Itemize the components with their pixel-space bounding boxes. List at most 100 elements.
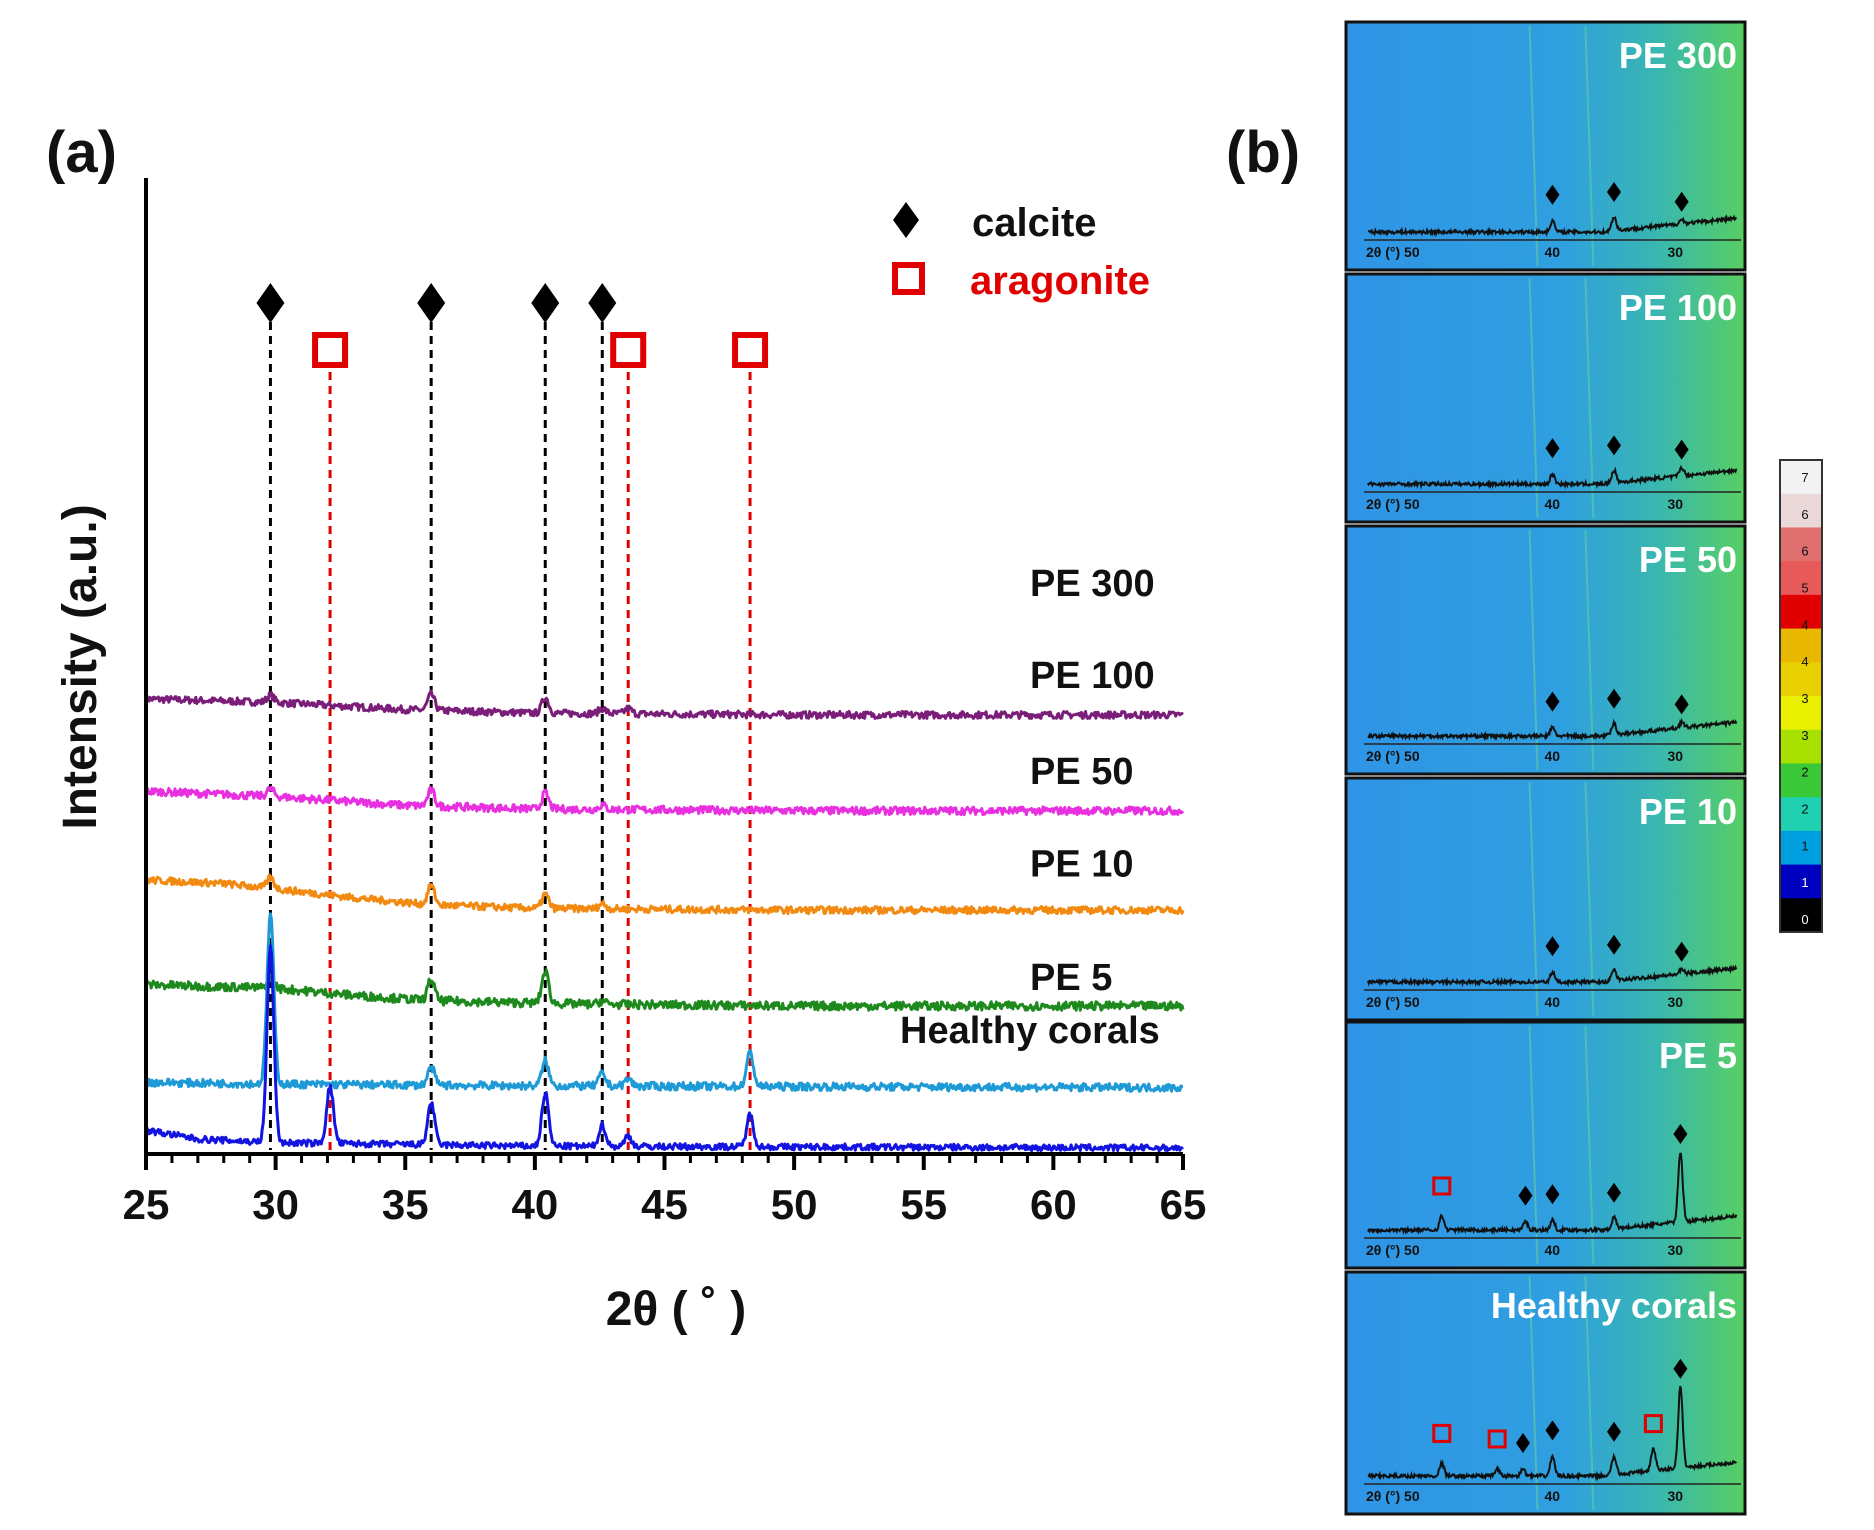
pattern-series xyxy=(144,689,1185,1153)
series-line xyxy=(144,944,1184,1153)
diffraction-ring xyxy=(1584,1025,1595,1265)
subplot-pattern-line xyxy=(1367,964,1738,988)
subplot-title: Healthy corals xyxy=(1491,1285,1737,1326)
colorbar-segment xyxy=(1780,898,1822,933)
series-line xyxy=(144,873,1185,916)
subplot-title: PE 100 xyxy=(1619,287,1737,328)
panel-b-subplot: PE 100 2θ (°) 50 40 30 xyxy=(1344,272,1747,524)
calcite-peak-marker xyxy=(256,283,285,323)
subplot-tick-label: 2θ (°) 50 xyxy=(1366,994,1420,1010)
aragonite-peak-marker xyxy=(1432,1423,1452,1443)
subplot-tick-label: 30 xyxy=(1668,994,1684,1010)
colorbar-segment xyxy=(1780,864,1822,899)
series-label: PE 50 xyxy=(1030,751,1134,793)
colorbar-segment xyxy=(1780,797,1822,832)
x-tick-label: 55 xyxy=(900,1181,947,1228)
x-tick-label: 50 xyxy=(771,1181,818,1228)
aragonite-peak-marker xyxy=(312,332,349,368)
detector-image xyxy=(1344,272,1747,524)
detector-image xyxy=(1344,20,1747,272)
calcite-peak-marker xyxy=(417,283,446,323)
subplot-tick-label: 2θ (°) 50 xyxy=(1366,1488,1420,1504)
calcite-peak-marker xyxy=(1674,941,1689,962)
colorbar-label: 1 xyxy=(1801,838,1808,853)
calcite-peak-marker xyxy=(1518,1185,1533,1206)
subplot-tick-label: 40 xyxy=(1545,748,1561,764)
panel-b-subplot: PE 10 2θ (°) 50 40 30 xyxy=(1344,776,1747,1022)
subplot-tick-label: 30 xyxy=(1668,496,1684,512)
calcite-peak-marker xyxy=(1607,435,1621,456)
x-tick-label: 30 xyxy=(252,1181,299,1228)
subplot-tick-label: 30 xyxy=(1668,244,1684,260)
calcite-peak-marker xyxy=(1673,1358,1688,1379)
diffraction-ring xyxy=(1584,277,1595,519)
x-axis-title: 2θ ( ˚ ) xyxy=(606,1283,747,1336)
panel-b-subplot: PE 5 2θ (°) 50 40 30 xyxy=(1344,1020,1747,1270)
diffraction-ring xyxy=(1584,781,1595,1017)
colorbar-label: 4 xyxy=(1801,617,1808,632)
calcite-peak-marker xyxy=(1545,691,1560,712)
colorbar-label: 6 xyxy=(1801,507,1808,522)
colorbar-segment xyxy=(1780,460,1822,495)
subplot-tick-label: 2θ (°) 50 xyxy=(1366,748,1420,764)
diffraction-ring xyxy=(1528,25,1539,267)
x-ticks: 25 30 35 40 45 50 55 60 65 xyxy=(123,1154,1207,1228)
colorbar-segment xyxy=(1780,830,1822,866)
x-tick-label: 60 xyxy=(1030,1181,1077,1228)
series-label: PE 10 xyxy=(1030,843,1134,885)
colorbar-label: 4 xyxy=(1801,654,1808,669)
subplot-tick-label: 2θ (°) 50 xyxy=(1366,244,1420,260)
diffraction-ring xyxy=(1584,25,1595,267)
subplot-tick-label: 40 xyxy=(1545,1242,1561,1258)
panel-b-subplot: PE 50 2θ (°) 50 40 30 xyxy=(1344,524,1747,776)
series-label: PE 100 xyxy=(1030,655,1155,697)
colorbar-frame xyxy=(1779,459,1823,933)
calcite-peak-marker xyxy=(1607,1182,1621,1203)
colorbar-label: 0 xyxy=(1801,912,1808,927)
panel-b-subplot: Healthy corals 2θ (°) 50 40 30 xyxy=(1344,1270,1747,1516)
x-tick-label: 25 xyxy=(123,1181,170,1228)
colorbar-segment xyxy=(1780,763,1822,798)
subplot-title: PE 5 xyxy=(1659,1035,1737,1076)
subplot-tick-label: 40 xyxy=(1545,1488,1561,1504)
colorbar-label: 5 xyxy=(1801,581,1808,596)
aragonite-peak-marker xyxy=(1487,1429,1507,1449)
legend-aragonite-label: aragonite xyxy=(970,259,1150,303)
colorbar-segment xyxy=(1780,696,1822,731)
panel-a: (a) 25 30 35 40 45 50 55 60 65 PE 300 PE 100 PE 50… xyxy=(46,120,1206,1336)
calcite-peak-marker xyxy=(1545,1420,1560,1441)
calcite-peak-marker xyxy=(1545,1184,1560,1205)
colorbar-label: 2 xyxy=(1801,802,1808,817)
colorbar-segment xyxy=(1780,527,1822,562)
calcite-peak-marker xyxy=(588,283,617,323)
colorbar-label: 2 xyxy=(1801,765,1808,780)
colorbar-label: 1 xyxy=(1801,875,1808,890)
diffraction-ring xyxy=(1584,1275,1595,1511)
panel-a-label: (a) xyxy=(46,120,117,185)
colorbar-segment xyxy=(1780,662,1822,697)
peak-guide-lines xyxy=(268,322,752,1150)
x-tick-label: 65 xyxy=(1160,1181,1207,1228)
legend-calcite-marker xyxy=(893,202,919,238)
calcite-peak-marker xyxy=(1607,688,1621,709)
subplot-pattern-line xyxy=(1367,464,1738,490)
calcite-peak-marker xyxy=(1674,439,1689,460)
subplot-tick-label: 2θ (°) 50 xyxy=(1366,496,1420,512)
series-line xyxy=(144,968,1185,1012)
subplot-pattern-line xyxy=(1367,214,1738,238)
aragonite-peak-marker xyxy=(1432,1176,1452,1196)
calcite-peak-marker xyxy=(1674,694,1689,715)
subplot-title: PE 50 xyxy=(1639,539,1737,580)
calcite-peak-marker xyxy=(1515,1433,1530,1453)
subplot-tick-label: 2θ (°) 50 xyxy=(1366,1242,1420,1258)
series-line xyxy=(144,689,1184,720)
x-tick-label: 35 xyxy=(382,1181,429,1228)
subplot-tick-label: 40 xyxy=(1545,994,1561,1010)
calcite-peak-marker xyxy=(1545,438,1560,459)
calcite-peak-marker xyxy=(1545,936,1560,957)
aragonite-peak-marker xyxy=(610,332,647,368)
series-line xyxy=(144,912,1184,1093)
calcite-peak-marker xyxy=(1674,191,1689,212)
